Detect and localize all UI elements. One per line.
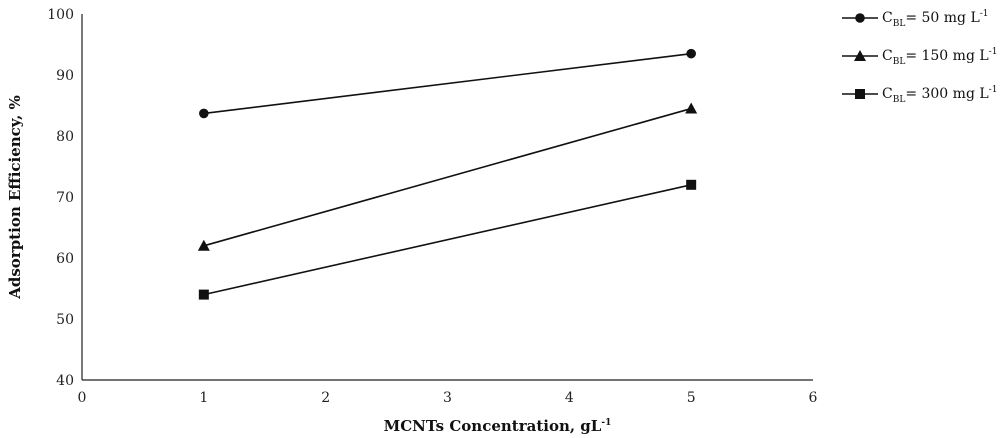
y-tick-label: 90 xyxy=(56,68,74,84)
data-point-triangle xyxy=(685,102,698,114)
legend-item: CBL= 150 mg L-1 xyxy=(842,47,997,67)
series-1 xyxy=(199,48,696,119)
series-3 xyxy=(198,179,697,300)
legend-item: CBL= 50 mg L-1 xyxy=(842,9,989,29)
series-line xyxy=(203,52,692,115)
series-line xyxy=(203,184,692,296)
x-axis-title-text: MCNTs Concentration, gL xyxy=(384,417,602,435)
y-tick-label: 100 xyxy=(47,7,74,23)
series-group xyxy=(197,48,698,300)
legend-label: CBL= 300 mg L-1 xyxy=(882,85,997,105)
x-tick-label: 3 xyxy=(443,390,452,406)
y-tick-label: 70 xyxy=(56,190,74,206)
y-tick-label: 40 xyxy=(56,373,74,389)
legend-marker-circle xyxy=(855,13,865,23)
legend-marker-square xyxy=(855,89,865,99)
y-axis-title: Adsorption Efficiency, % xyxy=(6,95,24,300)
legend: CBL= 50 mg L-1 CBL= 150 mg L-1 CBL= 300 mg… xyxy=(842,9,997,105)
x-tick-label: 2 xyxy=(321,390,330,406)
x-ticks: 0 1 2 3 4 5 6 xyxy=(78,390,818,406)
legend-label: CBL= 50 mg L-1 xyxy=(882,9,989,29)
x-axis-title-sup: -1 xyxy=(601,418,611,428)
x-axis-title: MCNTs Concentration, gL-1 xyxy=(384,417,612,435)
legend-marker-triangle xyxy=(854,50,866,61)
y-tick-label: 80 xyxy=(56,129,74,145)
data-point-circle xyxy=(199,108,209,119)
y-tick-label: 60 xyxy=(56,251,74,267)
data-point-square xyxy=(198,289,209,300)
axes xyxy=(81,14,813,381)
data-point-triangle xyxy=(197,239,210,251)
series-2 xyxy=(197,102,698,251)
series-line xyxy=(203,107,692,247)
data-point-circle xyxy=(686,48,696,59)
x-tick-label: 4 xyxy=(565,390,574,406)
legend-item: CBL= 300 mg L-1 xyxy=(842,85,997,105)
x-tick-label: 1 xyxy=(199,390,208,406)
y-tick-label: 50 xyxy=(56,312,74,328)
x-tick-label: 6 xyxy=(809,390,818,406)
x-tick-label: 0 xyxy=(78,390,87,406)
x-tick-label: 5 xyxy=(687,390,696,406)
y-ticks: 40 50 60 70 80 90 100 xyxy=(47,7,74,389)
legend-label: CBL= 150 mg L-1 xyxy=(882,47,997,67)
data-point-square xyxy=(686,179,697,190)
